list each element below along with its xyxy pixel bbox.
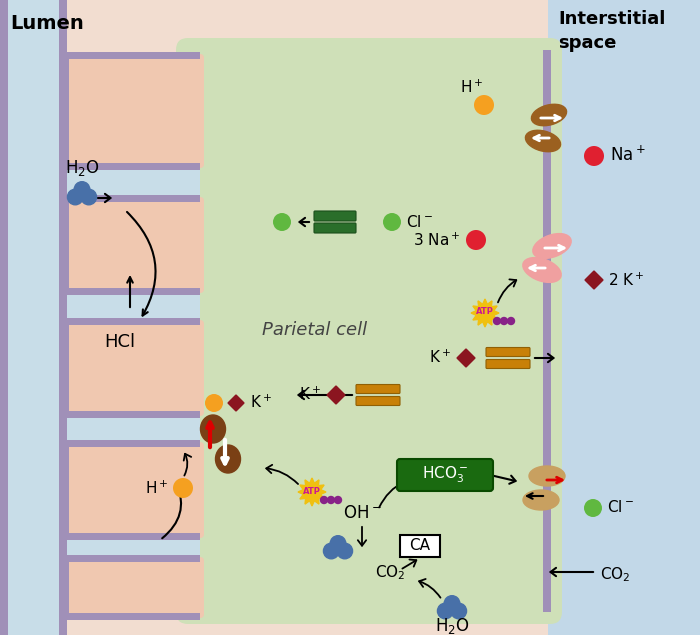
Bar — [62, 288, 200, 295]
Circle shape — [323, 543, 339, 559]
FancyBboxPatch shape — [64, 320, 204, 416]
FancyBboxPatch shape — [397, 459, 493, 491]
Bar — [59, 0, 67, 635]
Bar — [62, 555, 69, 620]
Ellipse shape — [216, 445, 241, 473]
FancyBboxPatch shape — [64, 557, 204, 618]
Circle shape — [337, 543, 353, 559]
Text: $\mathsf{2\ K^+}$: $\mathsf{2\ K^+}$ — [608, 271, 645, 289]
Circle shape — [273, 213, 291, 231]
Circle shape — [330, 536, 346, 551]
Text: $\mathsf{CO_2}$: $\mathsf{CO_2}$ — [600, 566, 631, 584]
Polygon shape — [585, 271, 603, 289]
Ellipse shape — [531, 104, 566, 126]
Circle shape — [584, 146, 604, 166]
Text: $\mathsf{CO_2}$: $\mathsf{CO_2}$ — [374, 564, 405, 582]
Text: $\mathsf{Na^+}$: $\mathsf{Na^+}$ — [610, 145, 645, 164]
Bar — [62, 52, 69, 170]
Text: $\mathsf{Cl^-}$: $\mathsf{Cl^-}$ — [607, 499, 634, 515]
Text: $\mathsf{K^+}$: $\mathsf{K^+}$ — [299, 385, 321, 403]
FancyBboxPatch shape — [314, 223, 356, 233]
Circle shape — [67, 189, 83, 205]
Text: Interstitial
space: Interstitial space — [558, 10, 666, 51]
Polygon shape — [457, 349, 475, 367]
Ellipse shape — [533, 234, 571, 258]
Ellipse shape — [529, 466, 565, 486]
Bar — [62, 295, 200, 318]
Text: ATP: ATP — [303, 486, 321, 495]
Text: $\mathsf{H_2O}$: $\mathsf{H_2O}$ — [64, 158, 99, 178]
Bar — [62, 52, 200, 59]
FancyBboxPatch shape — [314, 211, 356, 221]
Polygon shape — [298, 478, 326, 506]
Polygon shape — [228, 395, 244, 411]
Circle shape — [328, 497, 335, 504]
Bar — [62, 163, 200, 170]
FancyBboxPatch shape — [176, 38, 562, 624]
Text: $\mathsf{H^+}$: $\mathsf{H^+}$ — [461, 79, 484, 96]
Circle shape — [321, 497, 328, 504]
Text: CA: CA — [410, 538, 430, 554]
Circle shape — [508, 318, 514, 324]
Circle shape — [173, 478, 193, 498]
Bar — [62, 318, 69, 418]
Text: $\mathsf{HCO_3^-}$: $\mathsf{HCO_3^-}$ — [422, 465, 468, 485]
Circle shape — [438, 603, 453, 618]
Ellipse shape — [200, 415, 225, 443]
Bar — [0, 0, 8, 635]
Ellipse shape — [526, 130, 561, 152]
Bar — [62, 195, 69, 295]
Text: Parietal cell: Parietal cell — [262, 321, 368, 339]
FancyBboxPatch shape — [356, 396, 400, 406]
Bar — [62, 418, 200, 440]
FancyBboxPatch shape — [356, 385, 400, 394]
Bar — [62, 540, 200, 555]
FancyBboxPatch shape — [64, 442, 204, 538]
Bar — [62, 170, 200, 195]
FancyBboxPatch shape — [64, 197, 204, 293]
Ellipse shape — [523, 258, 561, 283]
FancyBboxPatch shape — [64, 54, 204, 168]
Bar — [0, 0, 67, 635]
Bar — [62, 440, 200, 447]
Circle shape — [205, 394, 223, 412]
Circle shape — [383, 213, 401, 231]
Circle shape — [451, 603, 466, 618]
Bar — [62, 613, 200, 620]
Bar — [62, 318, 200, 325]
Circle shape — [474, 95, 494, 115]
Text: HCl: HCl — [104, 333, 136, 351]
Bar — [62, 555, 200, 562]
Circle shape — [81, 189, 97, 205]
Polygon shape — [327, 386, 345, 404]
Text: $\mathsf{K^+}$: $\mathsf{K^+}$ — [250, 393, 272, 411]
Text: $\mathsf{H_2O}$: $\mathsf{H_2O}$ — [435, 616, 470, 635]
Circle shape — [466, 230, 486, 250]
Text: $\mathsf{H^+}$: $\mathsf{H^+}$ — [144, 479, 168, 497]
Polygon shape — [471, 299, 499, 327]
Bar — [62, 411, 200, 418]
FancyBboxPatch shape — [486, 359, 530, 368]
Bar — [543, 50, 551, 612]
Bar — [62, 195, 200, 202]
Circle shape — [335, 497, 342, 504]
Text: $\mathsf{Cl^-}$: $\mathsf{Cl^-}$ — [406, 214, 433, 230]
Circle shape — [444, 596, 460, 612]
Circle shape — [584, 499, 602, 517]
Ellipse shape — [523, 490, 559, 510]
Bar — [548, 0, 700, 635]
Circle shape — [494, 318, 500, 324]
Text: Lumen: Lumen — [10, 14, 84, 33]
Circle shape — [74, 182, 90, 197]
Circle shape — [500, 318, 508, 324]
FancyBboxPatch shape — [486, 347, 530, 356]
Bar — [62, 440, 69, 540]
Bar — [400, 535, 440, 557]
Text: $\mathsf{OH^-}$: $\mathsf{OH^-}$ — [343, 504, 382, 522]
Text: $\mathsf{3\ Na^+}$: $\mathsf{3\ Na^+}$ — [412, 231, 460, 249]
Bar — [62, 533, 200, 540]
Text: ATP: ATP — [476, 307, 494, 316]
Text: $\mathsf{K^+}$: $\mathsf{K^+}$ — [429, 349, 451, 366]
